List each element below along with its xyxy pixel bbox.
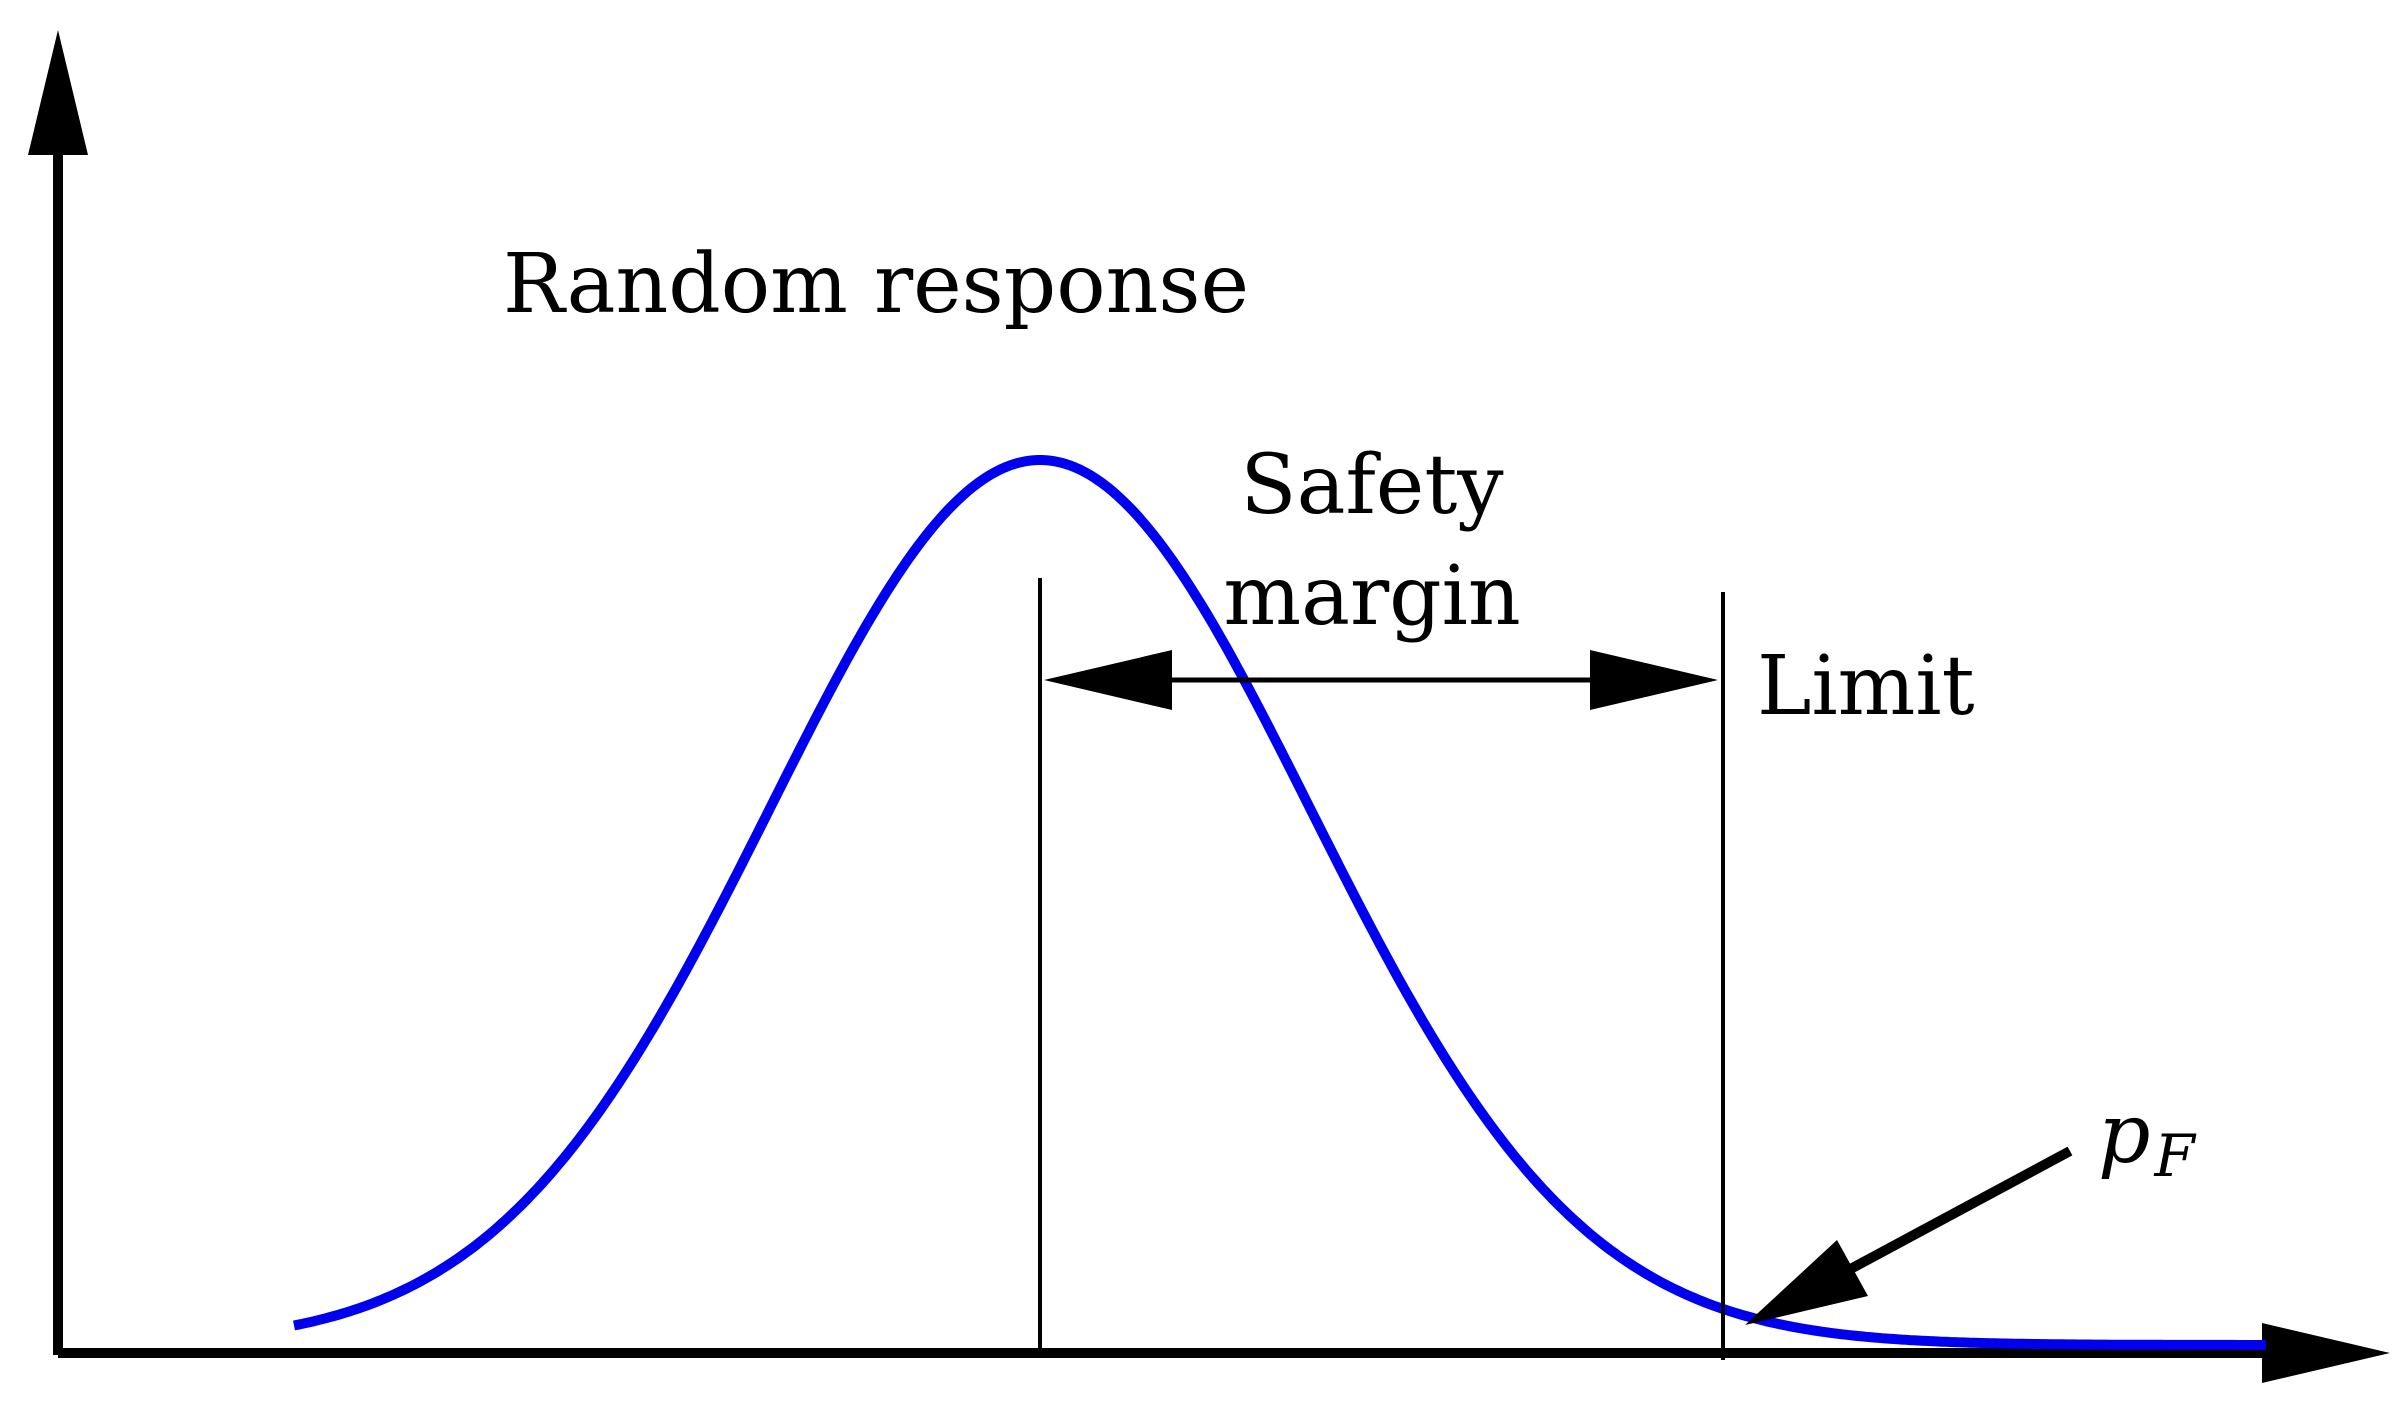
pf-pointer-arrowhead bbox=[1745, 1240, 1868, 1325]
random-response-label: Random response bbox=[503, 237, 1249, 332]
response-curve bbox=[293, 455, 2267, 1350]
y-axis-arrowhead bbox=[28, 30, 88, 155]
pf-pointer-shaft bbox=[1827, 1146, 2073, 1285]
x-axis-arrowhead bbox=[2262, 1323, 2390, 1383]
safety-margin-label-line1: Safety bbox=[1240, 438, 1504, 533]
axes bbox=[28, 30, 2390, 1383]
pf-label-subscript: F bbox=[2154, 1122, 2197, 1190]
safety-margin-arrowhead-right bbox=[1590, 650, 1718, 710]
pf-label-main: p bbox=[2098, 1087, 2151, 1182]
pf-pointer-arrow bbox=[1745, 1146, 2073, 1325]
pf-label: pF bbox=[2098, 1087, 2197, 1190]
safety-margin-arrow bbox=[1044, 650, 1718, 710]
safety-margin-arrowhead-left bbox=[1044, 650, 1172, 710]
safety-margin-label-line2: margin bbox=[1223, 549, 1520, 644]
limit-label: Limit bbox=[1757, 639, 1975, 734]
